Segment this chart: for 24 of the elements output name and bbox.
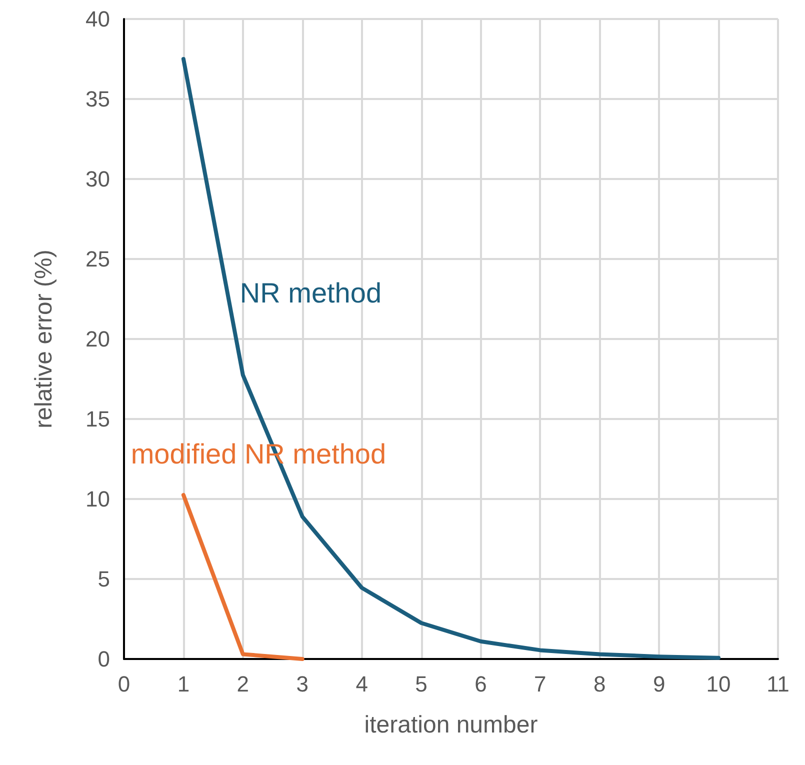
x-tick-label: 9 (652, 672, 666, 696)
y-tick-label: 25 (86, 246, 110, 272)
x-tick-label: 1 (177, 672, 190, 696)
x-tick-label: 0 (118, 672, 130, 696)
x-tick-label: 10 (706, 672, 731, 696)
x-tick-label: 2 (236, 672, 250, 696)
y-tick-label: 40 (86, 6, 110, 32)
x-tick-label: 6 (474, 672, 487, 696)
y-tick-label: 30 (86, 166, 110, 192)
y-tick-label: 20 (86, 326, 110, 352)
x-tick-label: 5 (415, 672, 428, 696)
x-tick-label: 4 (356, 672, 368, 696)
x-axis-title: iteration number (364, 712, 538, 738)
y-tick-label: 10 (86, 486, 110, 512)
y-tick-label: 0 (98, 646, 110, 672)
series-label: NR method (240, 278, 382, 308)
y-axis-title: relative error (%) (30, 250, 58, 428)
y-tick-label: 15 (86, 406, 110, 432)
x-tick-label: 11 (766, 672, 790, 696)
y-tick-label: 5 (98, 566, 110, 592)
y-tick-label: 35 (86, 86, 110, 112)
x-tick-label: 7 (534, 672, 546, 696)
x-tick-label: 8 (594, 672, 606, 696)
x-tick-label: 3 (296, 672, 308, 696)
